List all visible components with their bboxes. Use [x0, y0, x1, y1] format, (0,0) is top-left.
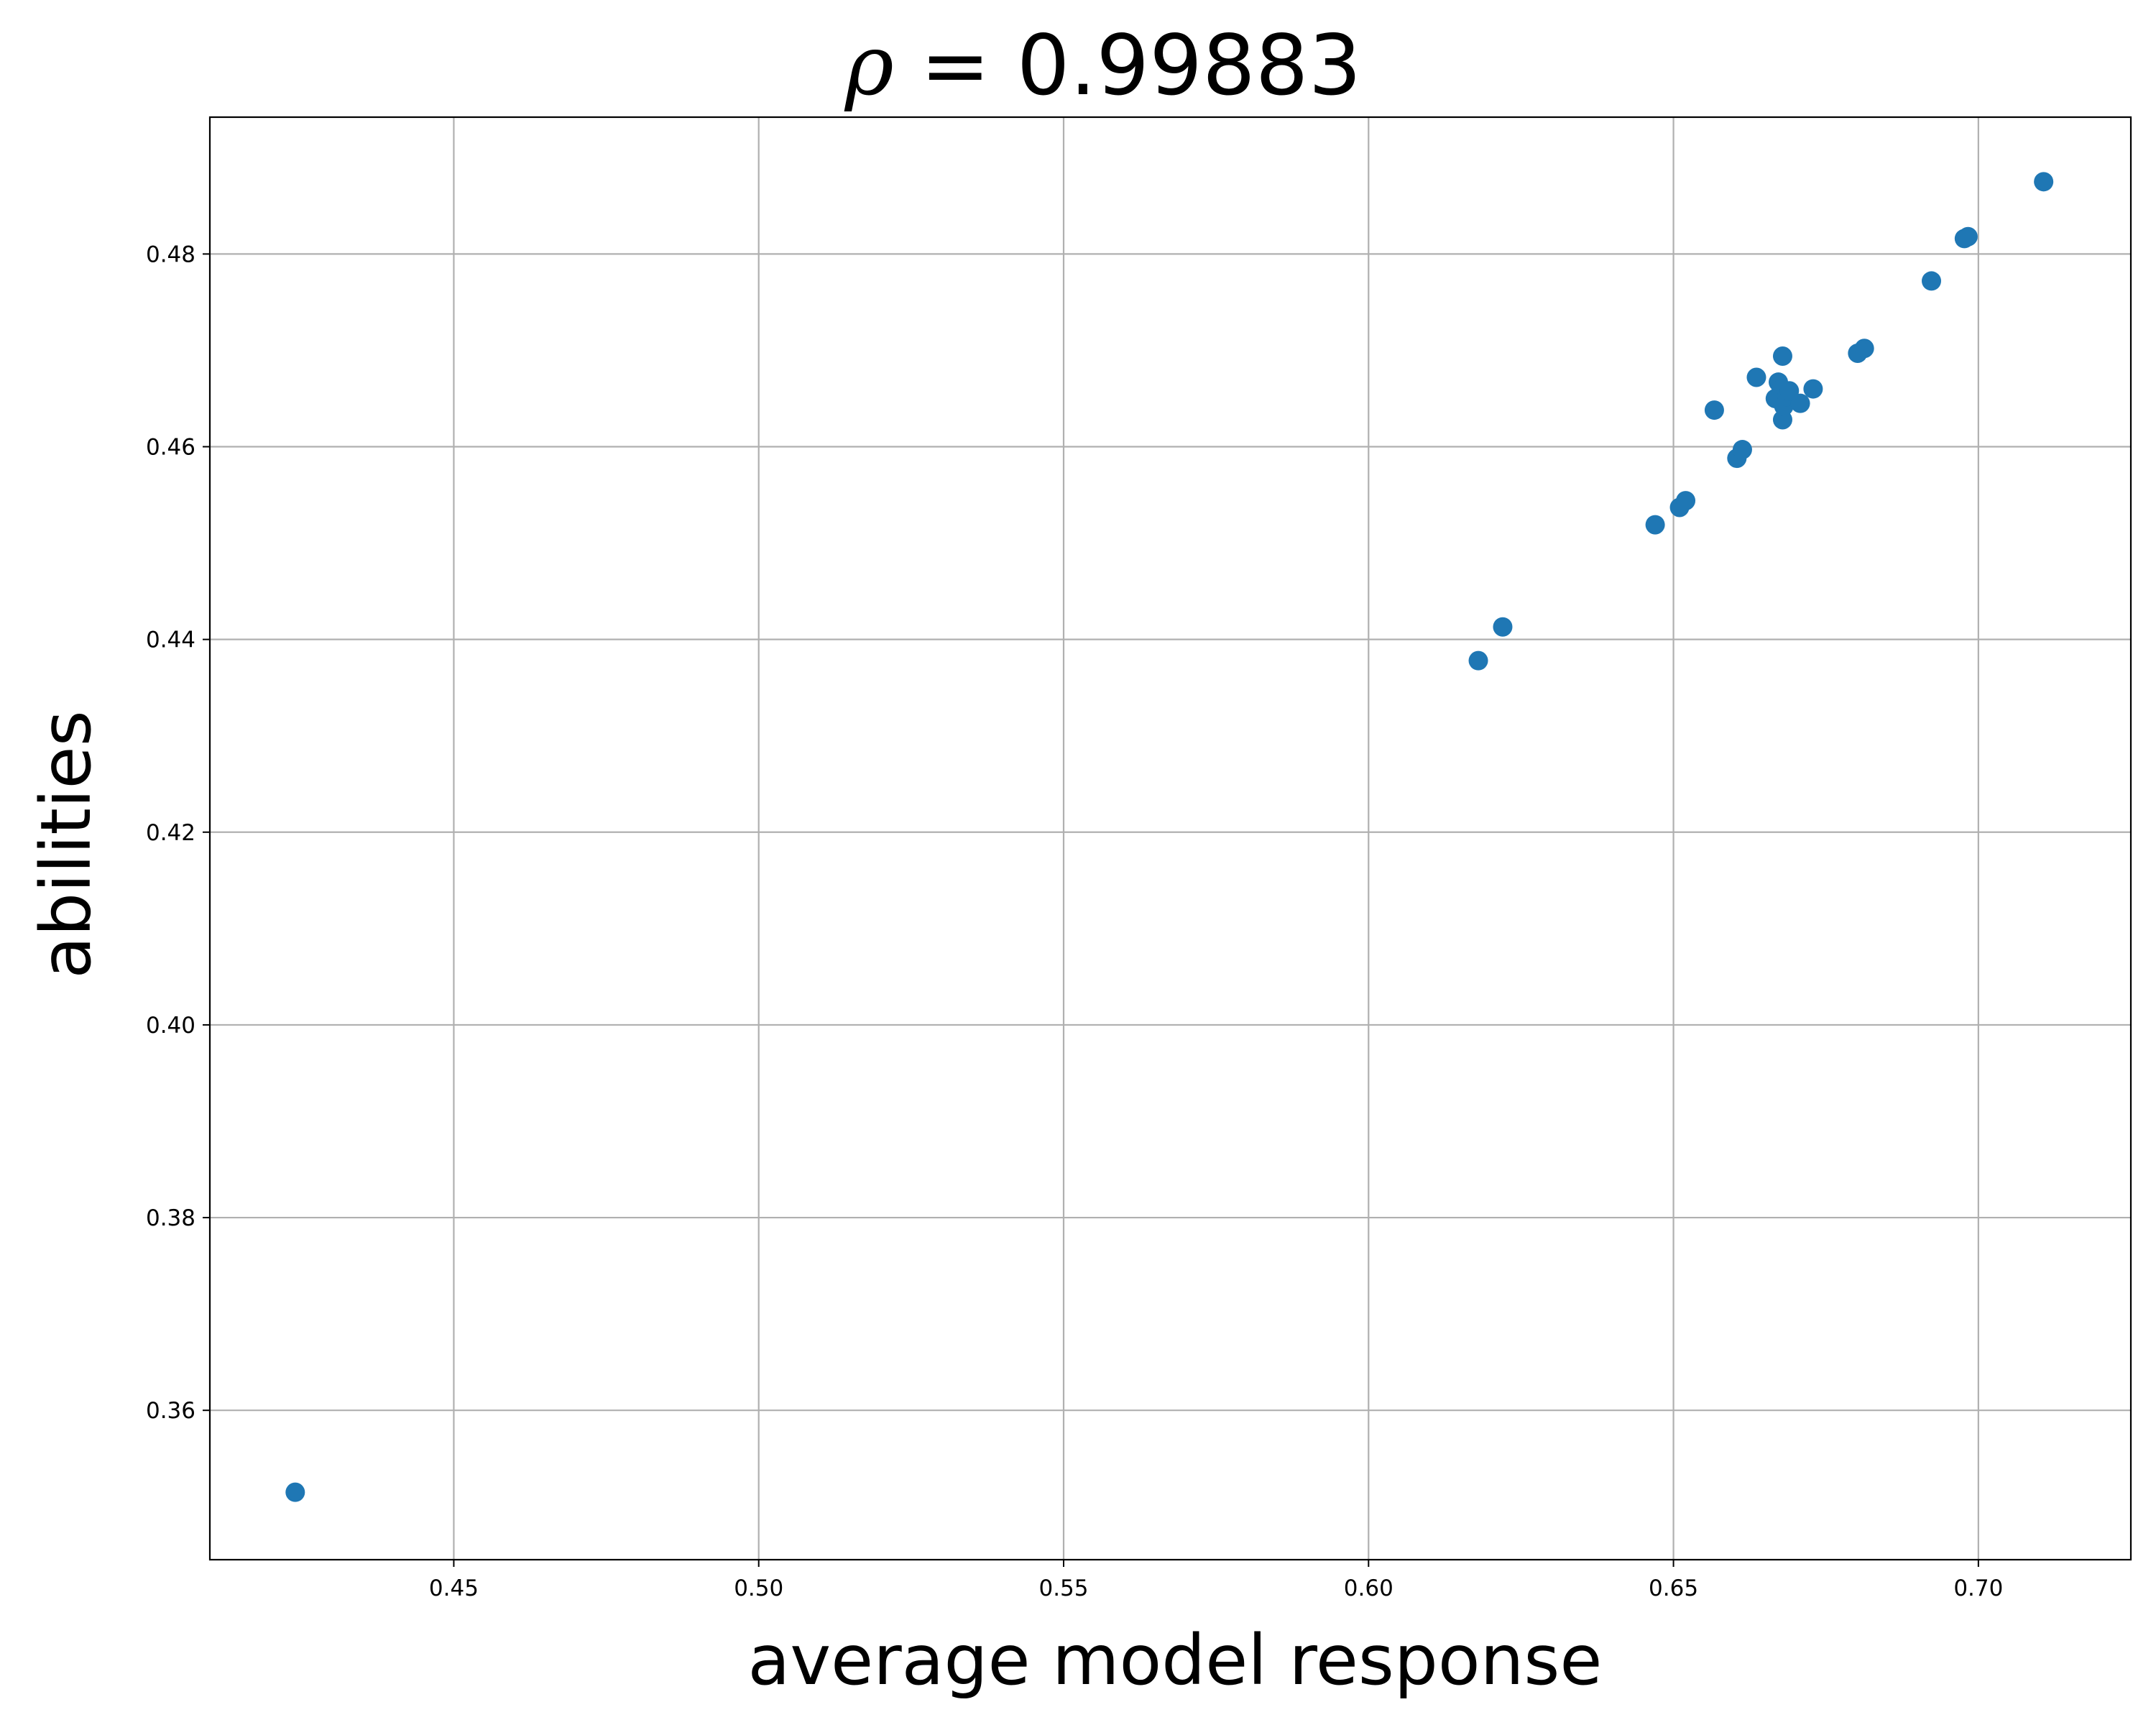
axis-ticks: 0.45 0.50 0.55 0.60 0.65 0.70 0.36 0.38 0.40 0.42… [146, 242, 2003, 1601]
data-point [1772, 346, 1792, 366]
data-point [1704, 400, 1724, 420]
data-point [285, 1482, 305, 1502]
x-tick-label: 0.70 [1953, 1576, 2003, 1601]
data-points [285, 172, 2054, 1502]
chart-title: ρ = 0.99883 [844, 17, 1362, 114]
y-tick-label: 0.38 [146, 1205, 195, 1231]
y-tick-label: 0.44 [146, 627, 195, 653]
data-point [1958, 226, 1978, 247]
y-tick-label: 0.40 [146, 1013, 195, 1039]
y-tick-label: 0.36 [146, 1398, 195, 1424]
data-point [1732, 440, 1752, 460]
title-value: = 0.99883 [921, 17, 1362, 114]
data-point [1676, 491, 1696, 511]
plot-frame [208, 116, 2132, 1561]
data-point [1645, 515, 1665, 535]
data-point [1746, 367, 1766, 387]
data-point [1779, 381, 1800, 401]
y-axis-label: abilities [26, 710, 106, 978]
data-point [1493, 617, 1513, 637]
x-tick-label: 0.65 [1649, 1576, 1698, 1601]
x-axis-label: average model response [748, 1620, 1603, 1701]
y-tick-label: 0.42 [146, 820, 195, 846]
data-point [1803, 379, 1823, 399]
x-tick-label: 0.50 [734, 1576, 783, 1601]
data-point [1854, 339, 1874, 359]
data-point [2034, 172, 2054, 192]
y-tick-label: 0.48 [146, 242, 195, 267]
data-point [1468, 650, 1488, 671]
x-tick-label: 0.55 [1038, 1576, 1088, 1601]
x-tick-label: 0.45 [429, 1576, 479, 1601]
y-tick-label: 0.46 [146, 435, 195, 461]
x-tick-label: 0.60 [1344, 1576, 1393, 1601]
data-point [1922, 271, 1942, 291]
data-point [1790, 393, 1810, 413]
title-rho-symbol: ρ [844, 17, 894, 114]
grid-lines [210, 117, 2131, 1560]
